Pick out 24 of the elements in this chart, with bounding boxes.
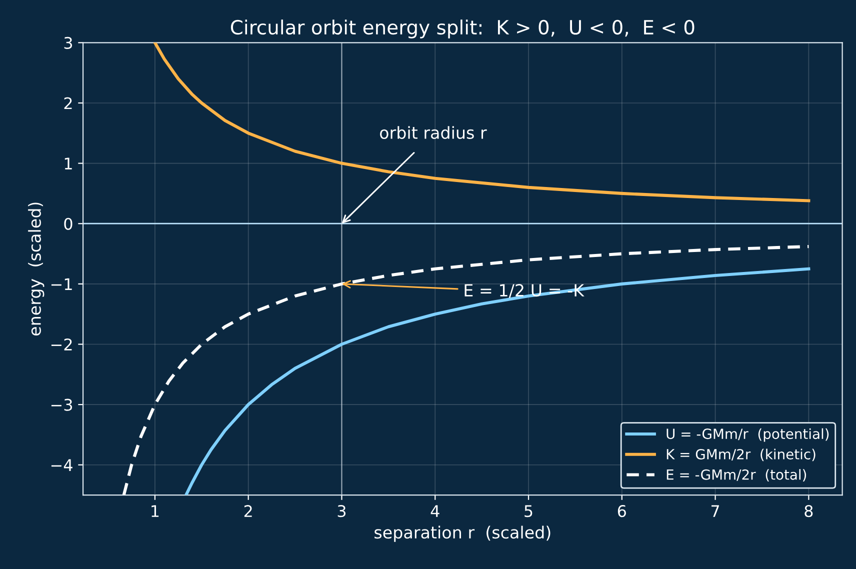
- y-tick-label: −1: [51, 278, 72, 290]
- x-tick-label: 4: [430, 505, 440, 517]
- x-tick-label: 5: [524, 505, 532, 518]
- x-tick-label: 2: [244, 505, 252, 517]
- y-tick-label: −4: [51, 459, 72, 471]
- x-tick-label: 1: [152, 505, 159, 517]
- annotation: orbit radius r: [380, 126, 487, 139]
- legend-label: U = -GMm/r (potential): [666, 428, 829, 442]
- y-tick-label: 3: [64, 36, 72, 49]
- x-tick-label: 3: [338, 505, 346, 518]
- y-tick-label: 2: [64, 97, 72, 110]
- y-tick-label: 0: [64, 218, 72, 230]
- x-tick-label: 8: [804, 505, 813, 518]
- line-series: [153, 42, 810, 202]
- legend-label: E = -GMm/2r (total): [666, 469, 806, 482]
- y-tick-label: −3: [51, 398, 72, 411]
- y-tick-label: −2: [51, 338, 72, 350]
- legend-label: K = GMm/2r (kinetic): [666, 448, 816, 462]
- x-axis-title: separation r (scaled): [374, 526, 550, 542]
- y-tick-label: 1: [64, 158, 72, 170]
- x-tick-label: 7: [712, 505, 720, 517]
- y-axis-title: energy (scaled): [28, 202, 44, 336]
- chart-title: Circular orbit energy split: K > 0, U < 0, E < 0: [230, 20, 694, 38]
- x-tick-label: 6: [618, 505, 626, 518]
